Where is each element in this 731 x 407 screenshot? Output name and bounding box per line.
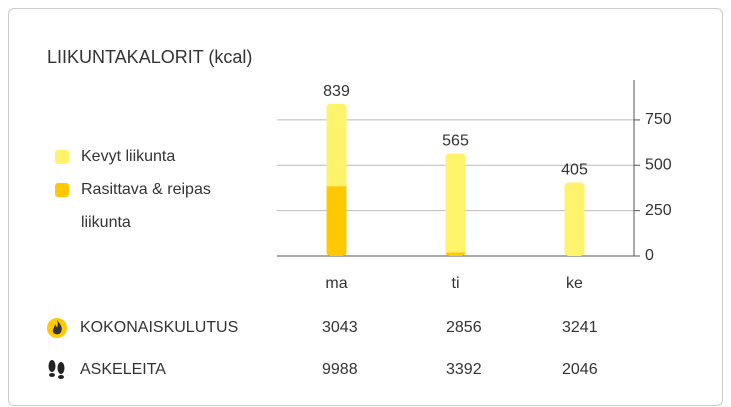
- summary-value: 9988: [322, 361, 358, 378]
- y-tick-label: 0: [645, 247, 654, 264]
- bar-segment: [326, 103, 347, 187]
- legend-label: Kevyt liikunta: [81, 148, 176, 165]
- bar-segment: [326, 186, 347, 256]
- chart-title: LIIKUNTAKALORIT (kcal): [47, 47, 252, 67]
- summary-value: 2856: [446, 319, 482, 336]
- summary-value: 3392: [446, 361, 482, 378]
- bar-segment: [445, 153, 466, 253]
- data-label: 565: [442, 133, 469, 150]
- legend: Kevyt liikunta Rasittava & reipas liikunt…: [55, 140, 245, 239]
- x-tick-label: ke: [566, 275, 583, 292]
- summary-label: ASKELEITA: [80, 361, 166, 378]
- legend-swatch: [55, 183, 69, 197]
- y-tick-label: 250: [645, 202, 672, 219]
- card: [8, 8, 723, 406]
- x-tick-label: ma: [325, 275, 347, 292]
- legend-item: Kevyt liikunta: [55, 140, 245, 173]
- y-tick-label: 750: [645, 111, 672, 128]
- steps-icon: [48, 360, 65, 379]
- bar-segment: [445, 252, 466, 256]
- x-tick-label: ti: [452, 275, 460, 292]
- bar-segment: [564, 182, 585, 256]
- data-label: 405: [561, 162, 588, 179]
- legend-item: Rasittava & reipas liikunta: [55, 173, 245, 239]
- y-tick-label: 500: [645, 156, 672, 173]
- fire-icon: [47, 318, 67, 338]
- data-label: 839: [323, 83, 350, 100]
- summary-label: KOKONAISKULUTUS: [80, 319, 238, 336]
- summary-value: 3043: [322, 319, 358, 336]
- legend-swatch: [55, 150, 69, 164]
- summary-value: 3241: [562, 319, 598, 336]
- summary-value: 2046: [562, 361, 598, 378]
- legend-label: Rasittava & reipas liikunta: [81, 181, 211, 231]
